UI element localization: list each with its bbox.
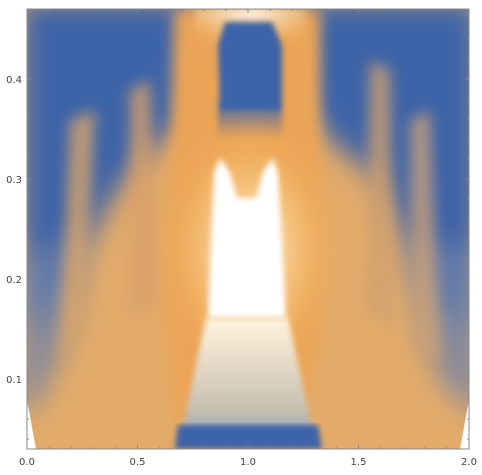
- field-streak-1: [60, 110, 95, 360]
- field-corner-right: [460, 400, 469, 449]
- x-axis: 0.0 0.5 1.0 1.5 2.0: [19, 9, 477, 468]
- field-core-peak: [208, 158, 286, 318]
- x-tick-label: 1.5: [351, 457, 367, 468]
- y-tick-label: 0.2: [6, 275, 22, 286]
- field-core-lower: [180, 318, 315, 440]
- field-core-blue-top: [218, 22, 282, 110]
- y-tick-label: 0.1: [6, 375, 22, 386]
- y-axis: 0.1 0.2 0.3 0.4: [6, 18, 469, 440]
- x-tick-label: 0.5: [130, 457, 146, 468]
- density-field: [27, 9, 469, 449]
- x-tick-label: 1.0: [240, 457, 256, 468]
- field-corner-left: [27, 400, 36, 449]
- field-streak-2: [130, 80, 160, 320]
- field-bottom-blue: [175, 425, 322, 449]
- x-tick-label: 2.0: [461, 457, 477, 468]
- y-tick-label: 0.3: [6, 175, 22, 186]
- x-tick-label: 0.0: [19, 457, 35, 468]
- field-streak-3: [365, 60, 395, 330]
- y-tick-label: 0.4: [6, 75, 22, 86]
- field-streak-4: [410, 110, 440, 360]
